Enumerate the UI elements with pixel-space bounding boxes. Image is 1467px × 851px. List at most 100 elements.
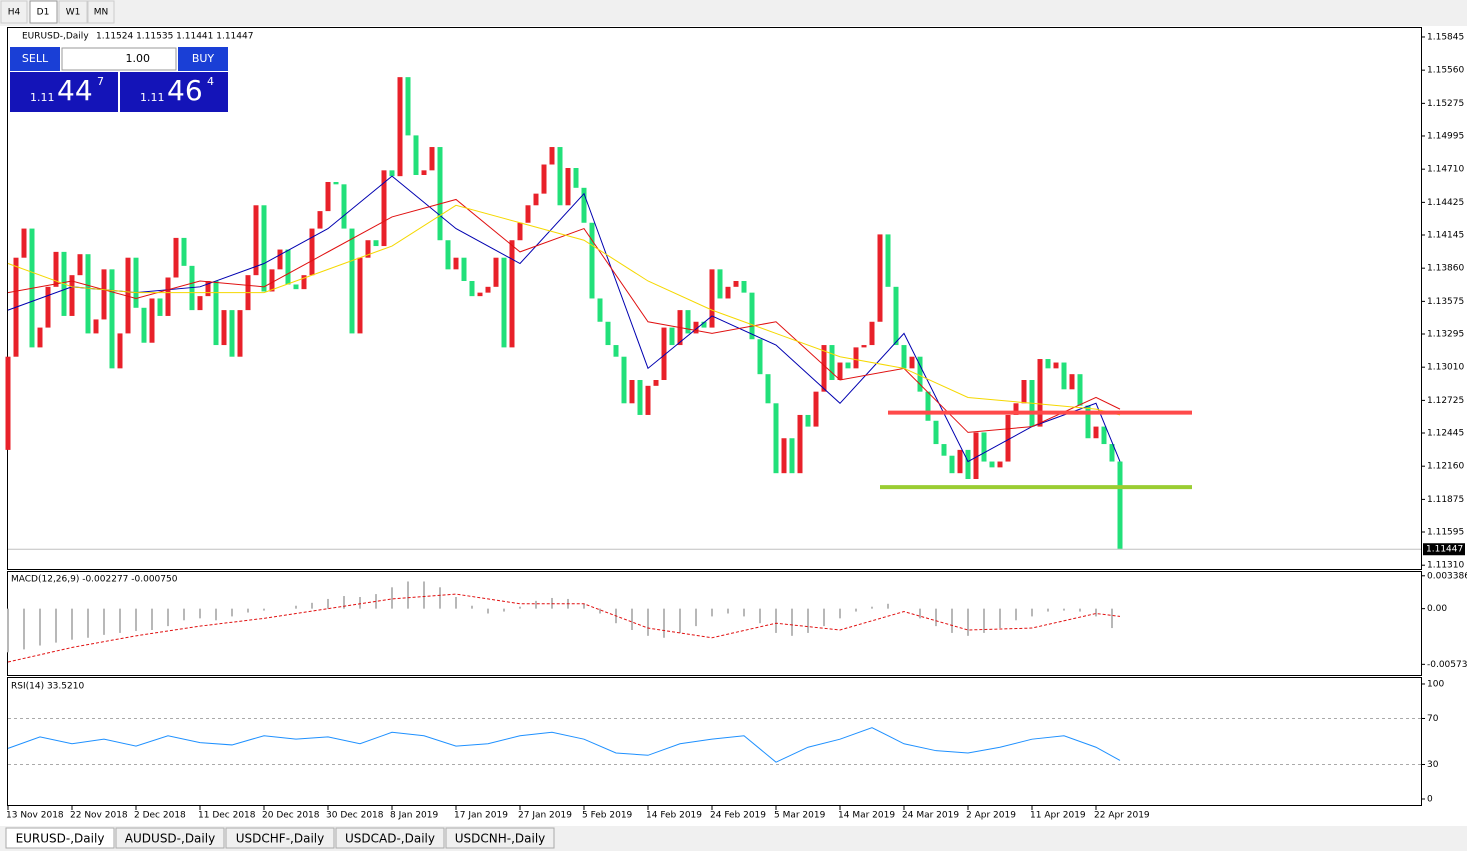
candle: [1045, 359, 1051, 369]
candle: [637, 380, 643, 415]
chart-area: [0, 26, 1467, 826]
candle: [389, 170, 395, 177]
bid-box[interactable]: [10, 72, 118, 112]
bid-pips: 44: [57, 74, 93, 107]
tab[interactable]: [5, 827, 115, 849]
candle: [541, 164, 547, 194]
tf-button[interactable]: [87, 0, 115, 24]
price-panel: [7, 27, 1422, 570]
candle: [1109, 444, 1115, 462]
candle: [1061, 362, 1067, 390]
y-tick-label: 1.11595: [1427, 528, 1464, 538]
candle: [149, 298, 155, 343]
candle: [525, 205, 531, 223]
candle: [365, 240, 371, 258]
tab[interactable]: [225, 827, 335, 849]
candle: [309, 228, 315, 276]
candle: [197, 296, 203, 311]
x-tick-label: 2 Dec 2018: [134, 811, 186, 821]
y-tick-label: 100: [1427, 679, 1444, 689]
candle: [885, 234, 891, 287]
candle: [581, 187, 587, 223]
price-tag: [1423, 543, 1465, 556]
candle: [205, 280, 211, 297]
candle: [285, 249, 291, 285]
candle: [565, 168, 571, 206]
y-tick-label: -0.005737: [1427, 660, 1467, 670]
ask-big: 1.11: [140, 91, 165, 104]
x-tick-label: 30 Dec 2018: [326, 811, 384, 821]
tab-label[interactable]: EURUSD-,Daily: [16, 832, 105, 846]
tf-label[interactable]: MN: [94, 8, 109, 18]
tf-label[interactable]: W1: [66, 8, 81, 18]
rsi-panel: [7, 677, 1422, 806]
x-tick-label: 24 Feb 2019: [710, 811, 766, 821]
y-tick-label: 1.13010: [1427, 363, 1464, 373]
y-tick-label: 30: [1427, 760, 1439, 770]
y-tick-label: 1.12160: [1427, 462, 1464, 472]
candle: [253, 205, 259, 276]
tab-label[interactable]: USDCAD-,Daily: [345, 832, 435, 846]
candle: [37, 327, 43, 348]
tf-button[interactable]: [58, 0, 88, 24]
candle: [829, 345, 835, 381]
ohlc-quote: 1.11524 1.11535 1.11441 1.11447: [96, 32, 253, 42]
sell-label[interactable]: SELL: [22, 52, 49, 65]
x-tick-label: 5 Feb 2019: [582, 811, 633, 821]
rsi-line: [7, 727, 1121, 763]
tab-label[interactable]: USDCNH-,Daily: [455, 832, 546, 846]
buy-button[interactable]: [178, 47, 228, 71]
candle: [1013, 403, 1019, 415]
candle: [1117, 461, 1123, 549]
candle: [293, 284, 299, 290]
buy-label[interactable]: BUY: [192, 52, 215, 65]
candle: [77, 254, 83, 276]
candle: [461, 257, 467, 281]
candle: [869, 321, 875, 346]
trade-panel: SELL 1.00 BUY 1.11 44 7 1.11 46 4: [10, 47, 228, 112]
tab[interactable]: [115, 827, 225, 849]
sell-button[interactable]: [10, 47, 60, 71]
y-tick-label: 1.11310: [1427, 561, 1464, 571]
candle: [805, 414, 811, 427]
candle: [341, 184, 347, 229]
tab[interactable]: [335, 827, 445, 849]
candle: [45, 286, 51, 328]
tf-button[interactable]: [29, 0, 58, 24]
lot-input[interactable]: [61, 47, 177, 71]
candle: [613, 345, 619, 357]
tf-label[interactable]: H4: [8, 8, 21, 18]
x-tick-label: 14 Feb 2019: [646, 811, 702, 821]
ask-box[interactable]: [120, 72, 228, 112]
candle: [53, 251, 59, 287]
candle: [1021, 380, 1027, 404]
candle: [669, 327, 675, 346]
candle: [661, 327, 667, 381]
tf-button[interactable]: [0, 0, 28, 24]
y-tick-label: 70: [1427, 714, 1439, 724]
candle: [725, 286, 731, 299]
moving-average: [7, 198, 1121, 433]
candle: [357, 257, 363, 334]
tf-label[interactable]: D1: [37, 8, 50, 18]
candle: [837, 362, 843, 381]
tab-label[interactable]: USDCHF-,Daily: [236, 832, 324, 846]
candle: [349, 228, 355, 334]
candle: [21, 228, 27, 258]
y-tick-label: 1.14145: [1427, 230, 1464, 240]
candle: [429, 147, 435, 171]
lot-value[interactable]: 1.00: [126, 52, 151, 65]
x-tick-label: 24 Mar 2019: [902, 811, 959, 821]
candle: [573, 168, 579, 188]
candle: [957, 449, 963, 474]
tab[interactable]: [445, 827, 555, 849]
candle: [909, 356, 915, 369]
candle: [157, 298, 163, 316]
tab-label[interactable]: AUDUSD-,Daily: [125, 832, 215, 846]
candle: [469, 280, 475, 297]
candle: [933, 420, 939, 445]
candle: [949, 455, 955, 474]
candle: [421, 170, 427, 175]
candle: [629, 380, 635, 404]
